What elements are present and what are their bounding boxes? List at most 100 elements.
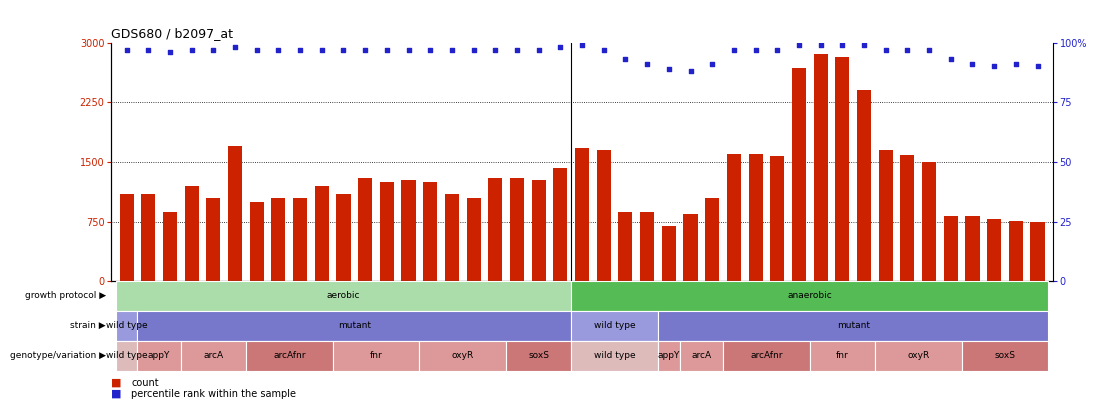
- Text: growth protocol ▶: growth protocol ▶: [25, 291, 106, 300]
- Text: mutant: mutant: [837, 321, 870, 330]
- Bar: [185, 186, 198, 281]
- Text: oxyR: oxyR: [907, 351, 929, 360]
- Point: [378, 47, 395, 53]
- Text: fnr: fnr: [370, 351, 382, 360]
- Point: [1028, 63, 1046, 70]
- Point: [746, 47, 764, 53]
- Bar: [966, 216, 979, 281]
- Text: wild type: wild type: [594, 321, 635, 330]
- Bar: [922, 162, 936, 281]
- Bar: [813, 54, 828, 281]
- Text: strain ▶: strain ▶: [70, 321, 106, 330]
- Bar: [1009, 221, 1023, 281]
- Bar: [944, 216, 958, 281]
- Bar: [662, 226, 676, 281]
- Bar: [206, 198, 221, 281]
- Bar: [336, 194, 351, 281]
- Bar: [684, 214, 697, 281]
- Bar: [488, 178, 502, 281]
- Text: ■: ■: [111, 389, 121, 399]
- Point: [205, 47, 223, 53]
- Text: soxS: soxS: [528, 351, 549, 360]
- Point: [139, 47, 157, 53]
- Text: genotype/variation ▶: genotype/variation ▶: [10, 351, 106, 360]
- Bar: [315, 186, 329, 281]
- Bar: [597, 150, 610, 281]
- Bar: [380, 182, 394, 281]
- Bar: [272, 198, 285, 281]
- Point: [465, 47, 482, 53]
- Point: [920, 47, 938, 53]
- Point: [769, 47, 786, 53]
- Point: [162, 49, 179, 55]
- Bar: [293, 198, 307, 281]
- Bar: [119, 194, 134, 281]
- Bar: [141, 194, 155, 281]
- Bar: [618, 212, 633, 281]
- Point: [725, 47, 743, 53]
- Point: [421, 47, 439, 53]
- Text: wild type: wild type: [106, 351, 147, 360]
- Bar: [836, 57, 849, 281]
- Point: [247, 47, 265, 53]
- Text: oxyR: oxyR: [451, 351, 473, 360]
- Point: [595, 47, 613, 53]
- Text: wild type: wild type: [106, 321, 147, 330]
- Bar: [726, 154, 741, 281]
- Bar: [401, 179, 416, 281]
- Bar: [358, 178, 372, 281]
- Point: [574, 42, 592, 48]
- Bar: [531, 179, 546, 281]
- Bar: [163, 212, 177, 281]
- Text: wild type: wild type: [594, 351, 635, 360]
- Text: appY: appY: [148, 351, 170, 360]
- Text: arcAfnr: arcAfnr: [750, 351, 783, 360]
- Text: appY: appY: [657, 351, 680, 360]
- Text: fnr: fnr: [836, 351, 849, 360]
- Bar: [510, 178, 524, 281]
- Bar: [987, 219, 1001, 281]
- Text: arcA: arcA: [692, 351, 712, 360]
- Bar: [423, 182, 438, 281]
- Text: anaerobic: anaerobic: [788, 291, 832, 300]
- Bar: [467, 198, 480, 281]
- Point: [856, 42, 873, 48]
- Point: [659, 66, 677, 72]
- Point: [877, 47, 895, 53]
- Text: count: count: [131, 378, 159, 388]
- Bar: [879, 150, 892, 281]
- Point: [1007, 61, 1025, 67]
- Text: mutant: mutant: [338, 321, 371, 330]
- Text: soxS: soxS: [995, 351, 1016, 360]
- Bar: [857, 90, 871, 281]
- Point: [226, 44, 244, 51]
- Text: GDS680 / b2097_at: GDS680 / b2097_at: [111, 27, 234, 40]
- Point: [118, 47, 136, 53]
- Point: [313, 47, 331, 53]
- Bar: [749, 154, 763, 281]
- Text: percentile rank within the sample: percentile rank within the sample: [131, 389, 296, 399]
- Point: [400, 47, 418, 53]
- Bar: [228, 146, 242, 281]
- Point: [487, 47, 505, 53]
- Point: [985, 63, 1003, 70]
- Point: [941, 56, 959, 62]
- Point: [703, 61, 721, 67]
- Point: [638, 61, 656, 67]
- Point: [183, 47, 201, 53]
- Point: [833, 42, 851, 48]
- Bar: [1030, 222, 1045, 281]
- Bar: [792, 68, 807, 281]
- Text: arcAfnr: arcAfnr: [273, 351, 305, 360]
- Bar: [444, 194, 459, 281]
- Bar: [705, 198, 720, 281]
- Text: arcA: arcA: [203, 351, 224, 360]
- Text: ■: ■: [111, 378, 121, 388]
- Point: [551, 44, 569, 51]
- Text: aerobic: aerobic: [326, 291, 360, 300]
- Point: [356, 47, 374, 53]
- Point: [899, 47, 917, 53]
- Point: [790, 42, 808, 48]
- Point: [530, 47, 548, 53]
- Bar: [641, 212, 654, 281]
